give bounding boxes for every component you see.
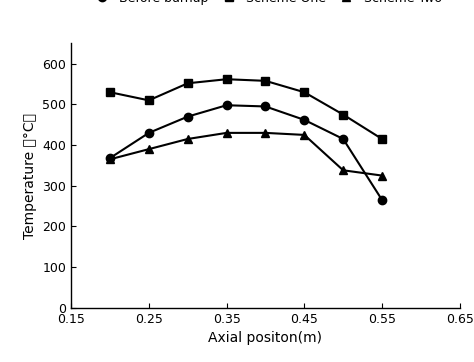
Before burnup <box>263 104 268 109</box>
Scheme One <box>301 90 307 94</box>
Before burnup <box>107 156 113 160</box>
Line: Scheme One: Scheme One <box>106 75 386 143</box>
Scheme Two <box>224 131 229 135</box>
Scheme One <box>185 81 191 85</box>
Before burnup <box>146 131 152 135</box>
Before burnup <box>224 103 229 108</box>
Scheme Two <box>263 131 268 135</box>
Scheme Two <box>146 147 152 151</box>
Before burnup <box>185 114 191 119</box>
Scheme Two <box>107 157 113 161</box>
Legend: Before burnup, Scheme One, Scheme Two: Before burnup, Scheme One, Scheme Two <box>89 0 442 5</box>
Scheme One <box>146 98 152 102</box>
Scheme One <box>107 90 113 94</box>
Before burnup <box>301 118 307 122</box>
Scheme Two <box>340 168 346 172</box>
Y-axis label: Temperature （°C）: Temperature （°C） <box>23 113 36 239</box>
Line: Before burnup: Before burnup <box>106 101 386 204</box>
Scheme Two <box>185 137 191 141</box>
X-axis label: Axial positon(m): Axial positon(m) <box>209 331 322 345</box>
Scheme One <box>263 79 268 83</box>
Scheme One <box>224 77 229 81</box>
Scheme One <box>340 113 346 117</box>
Scheme One <box>379 137 385 141</box>
Scheme Two <box>301 133 307 137</box>
Line: Scheme Two: Scheme Two <box>106 129 386 180</box>
Before burnup <box>340 137 346 141</box>
Scheme Two <box>379 173 385 178</box>
Before burnup <box>379 198 385 202</box>
